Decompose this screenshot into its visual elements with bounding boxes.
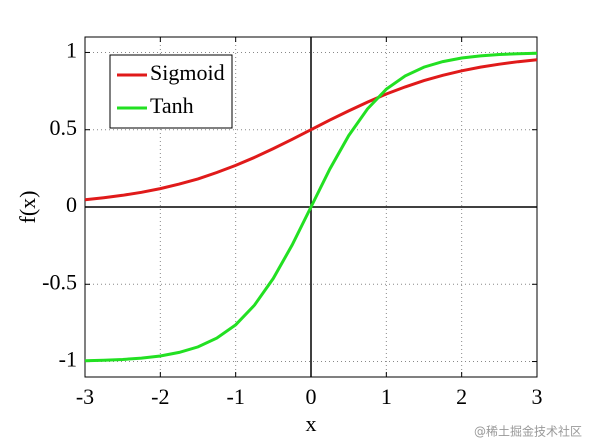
y-tick-label: 0 bbox=[66, 192, 77, 217]
x-tick-label: 1 bbox=[381, 384, 392, 409]
y-axis-label: f(x) bbox=[15, 191, 40, 224]
y-tick-label: -0.5 bbox=[42, 269, 77, 294]
x-tick-label: 2 bbox=[456, 384, 467, 409]
line bbox=[84, 58, 538, 202]
watermark: @稀土掘金技术社区 bbox=[474, 424, 582, 439]
x-tick-label: 0 bbox=[306, 384, 317, 409]
y-tick-label: 0.5 bbox=[50, 115, 78, 140]
x-tick-label: -1 bbox=[227, 384, 245, 409]
legend-label: Sigmoid bbox=[150, 60, 225, 85]
x-tick-label: -3 bbox=[76, 384, 94, 409]
line bbox=[84, 51, 538, 363]
y-tick-label: -1 bbox=[59, 347, 77, 372]
x-axis-label: x bbox=[306, 411, 317, 436]
legend-box bbox=[109, 54, 233, 129]
plot-frame bbox=[84, 36, 538, 378]
x-tick-label: -2 bbox=[151, 384, 169, 409]
x-tick-label: 3 bbox=[532, 384, 543, 409]
legend-label: Tanh bbox=[150, 93, 194, 118]
y-tick-label: 1 bbox=[66, 38, 77, 63]
